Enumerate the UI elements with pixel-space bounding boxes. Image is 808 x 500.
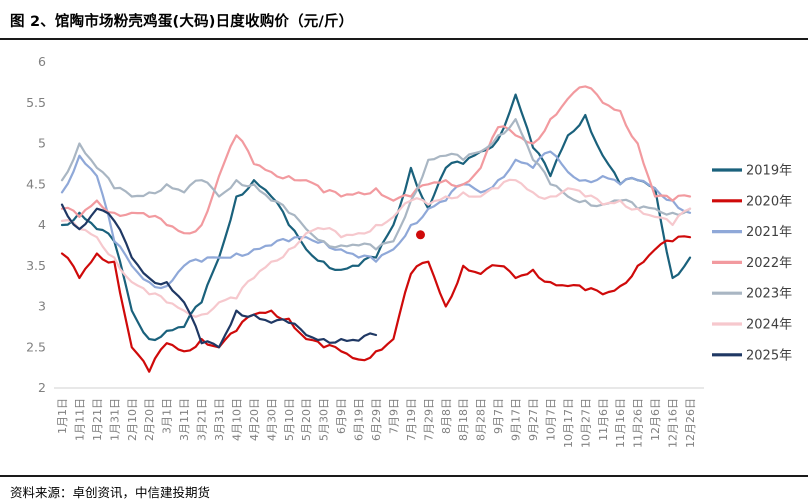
x-tick-label: 1月31日 [108,398,121,441]
x-tick-label: 7月9日 [387,398,400,434]
y-tick-label: 4.5 [26,176,46,191]
legend-label-2024年: 2024年 [746,318,792,333]
x-tick-label: 1月1日 [56,398,69,434]
x-tick-label: 7月29日 [422,398,435,441]
legend-label-2022年: 2022年 [746,256,792,271]
legend-label-2020年: 2020年 [746,194,792,209]
x-tick-label: 10月27日 [579,398,592,448]
chart-title: 图 2、馆陶市场粉壳鸡蛋(大码)日度收购价（元/斤） [10,14,354,30]
x-tick-label: 1月11日 [73,398,86,441]
y-tick-label: 6 [38,54,46,69]
marker-dot [415,230,425,240]
y-tick-label: 5.5 [26,95,46,110]
x-tick-label: 9月7日 [492,398,505,434]
x-tick-label: 12月6日 [649,398,662,441]
x-tick-label: 8月8日 [440,398,453,434]
x-tick-label: 8月28日 [475,398,488,441]
x-tick-label: 5月10日 [283,398,296,441]
x-tick-label: 4月30日 [265,398,278,441]
legend-label-2021年: 2021年 [746,225,792,240]
x-tick-label: 8月18日 [457,398,470,441]
legend-label-2023年: 2023年 [746,287,792,302]
x-tick-label: 2月20日 [143,398,156,441]
x-tick-label: 3月21日 [196,398,209,441]
x-tick-label: 3月1日 [161,398,174,434]
x-tick-label: 6月29日 [370,398,383,441]
legend-label-2019年: 2019年 [746,164,792,179]
x-tick-label: 3月31日 [213,398,226,441]
y-tick-label: 2 [38,380,46,395]
x-tick-label: 3月11日 [178,398,191,441]
series-line-2019年 [60,93,692,342]
series-line-2025年 [60,203,378,349]
source-note: 资料来源：卓创资讯，中信建投期货 [10,485,211,500]
y-tick-label: 2.5 [26,339,46,354]
x-tick-label: 12月16日 [667,398,680,448]
x-tick-label: 10月17日 [562,398,575,448]
y-tick-label: 5 [38,136,46,151]
x-tick-label: 1月21日 [91,398,104,441]
x-tick-label: 11月6日 [597,398,610,441]
x-tick-label: 9月27日 [527,398,540,441]
footer-divider [0,475,808,477]
series-line-2021年 [60,150,692,290]
x-tick-label: 10月7日 [544,398,557,441]
series-line-2020年 [60,235,692,373]
x-tick-label: 4月20日 [248,398,261,441]
x-tick-label: 6月9日 [335,398,348,434]
legend-label-2025年: 2025年 [746,348,792,363]
y-tick-label: 3.5 [26,258,46,273]
x-tick-label: 12月26日 [684,398,697,448]
title-divider [0,38,808,40]
x-tick-label: 7月19日 [405,398,418,441]
price-chart: 6 5.5 5 4.5 4 3.5 3 2.5 2 1月1日 1月11日 1月21日 1月31日 2月10… [26,54,792,448]
x-tick-label: 5月30日 [318,398,331,441]
x-tick-label: 2月10日 [126,398,139,441]
series-line-2022年 [60,85,692,235]
x-tick-label: 4月10日 [230,398,243,441]
series-line-2024年 [60,178,692,318]
series-line-2023年 [60,118,692,251]
x-tick-label: 6月19日 [353,398,366,441]
x-tick-label: 5月20日 [300,398,313,441]
x-tick-label: 11月26日 [632,398,645,448]
x-tick-label: 11月16日 [614,398,627,448]
x-tick-label: 9月17日 [510,398,523,441]
y-tick-label: 4 [38,217,46,232]
y-tick-label: 3 [38,299,46,314]
